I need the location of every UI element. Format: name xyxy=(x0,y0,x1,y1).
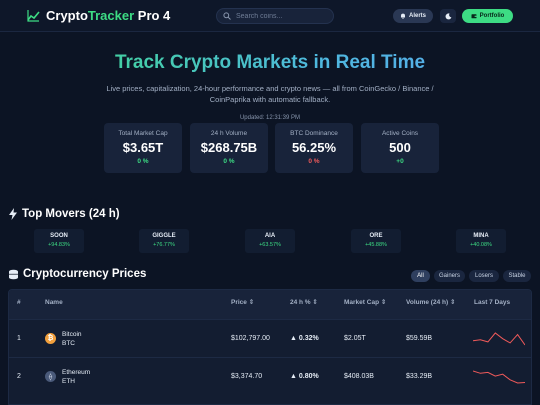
mover-symbol: ORE xyxy=(369,233,383,239)
stat-change: +0 xyxy=(396,158,404,165)
stat-label: Total Market Cap xyxy=(118,130,168,137)
coins-stack-icon xyxy=(9,269,18,279)
stat-value: 56.25% xyxy=(291,140,337,155)
app-logo[interactable]: CryptoTracker Pro 4 xyxy=(27,8,170,23)
column-header-sparkline: Last 7 Days xyxy=(474,299,511,306)
column-header-name[interactable]: Name xyxy=(45,299,63,306)
mover-change: +76.77% xyxy=(153,242,175,248)
mover-card[interactable]: SOON +94.83% xyxy=(34,229,84,253)
search-box[interactable] xyxy=(216,8,334,24)
column-header-change[interactable]: 24 h % ⇕ xyxy=(290,299,318,306)
bitcoin-icon: ₿ xyxy=(45,333,56,344)
coin-price: $3,374.70 xyxy=(231,373,263,380)
last-updated-text: Updated: 12:31:39 PM xyxy=(239,115,301,121)
sparkline-chart xyxy=(473,370,525,384)
mover-symbol: SOON xyxy=(50,233,68,239)
ethereum-icon: ⟠ xyxy=(45,371,56,382)
lightning-icon xyxy=(9,208,17,220)
mover-card[interactable]: MINA +40.08% xyxy=(456,229,506,253)
coin-name: Bitcoin xyxy=(62,331,82,338)
table-header: # Name Price ⇕ 24 h % ⇕ Market Cap ⇕ Vol… xyxy=(9,290,531,320)
prices-table: # Name Price ⇕ 24 h % ⇕ Market Cap ⇕ Vol… xyxy=(8,289,532,405)
coin-price: $102,797.00 xyxy=(231,335,270,342)
filter-losers-button[interactable]: Losers xyxy=(469,270,499,282)
coin-volume: $33.29B xyxy=(406,373,433,380)
column-header-rank: # xyxy=(17,299,21,306)
stat-value: $268.75B xyxy=(200,140,258,155)
wallet-icon xyxy=(471,14,477,19)
filter-stable-button[interactable]: Stable xyxy=(503,270,531,282)
alerts-button[interactable]: Alerts xyxy=(393,9,433,23)
mover-symbol: AIA xyxy=(264,233,276,239)
stat-value: 500 xyxy=(389,140,411,155)
prices-title: Cryptocurrency Prices xyxy=(23,268,147,280)
coin-name-cell: Bitcoin BTC xyxy=(62,330,82,348)
table-row[interactable]: 2 ⟠ Ethereum ETH $3,374.70 ▲ 0.80% $408.… xyxy=(9,357,531,395)
top-movers-title: Top Movers (24 h) xyxy=(22,208,120,220)
portfolio-label: Portfolio xyxy=(479,13,505,19)
hero-subtitle: Live prices, capitalization, 24-hour per… xyxy=(106,84,434,104)
coin-market-cap: $2.05T xyxy=(344,335,366,342)
stat-label: 24 h Volume xyxy=(210,130,248,137)
coin-symbol: ETH xyxy=(62,378,75,385)
stat-label: BTC Dominance xyxy=(290,130,338,137)
filter-gainers-button[interactable]: Gainers xyxy=(434,270,465,282)
alerts-label: Alerts xyxy=(408,13,426,19)
mover-symbol: GIGGLE xyxy=(152,233,176,239)
filter-all-button[interactable]: All xyxy=(411,270,430,282)
coin-name-cell: Ethereum ETH xyxy=(62,368,90,386)
stat-card-volume: 24 h Volume $268.75B 0 % xyxy=(190,123,268,173)
mover-change: +63.57% xyxy=(259,242,281,248)
sparkline-chart xyxy=(473,332,525,346)
hero-title: Track Crypto Markets in Real Time xyxy=(0,52,540,74)
bell-icon xyxy=(400,13,405,19)
mover-symbol: MINA xyxy=(473,233,489,239)
stat-card-market-cap: Total Market Cap $3.65T 0 % xyxy=(104,123,182,173)
theme-toggle-button[interactable] xyxy=(440,9,456,23)
app-title: CryptoTracker Pro 4 xyxy=(46,8,171,23)
chart-line-icon xyxy=(27,10,40,22)
stat-value: $3.65T xyxy=(122,140,164,155)
mover-card[interactable]: AIA +63.57% xyxy=(245,229,295,253)
coin-volume: $59.59B xyxy=(406,335,433,342)
mover-card[interactable]: ORE +45.88% xyxy=(351,229,401,253)
row-rank: 1 xyxy=(17,335,21,342)
search-icon xyxy=(223,12,231,20)
column-header-market-cap[interactable]: Market Cap ⇕ xyxy=(344,299,387,306)
stat-card-active-coins: Active Coins 500 +0 xyxy=(361,123,439,173)
top-navbar: CryptoTracker Pro 4 Alerts Portfolio xyxy=(0,0,540,32)
row-rank: 2 xyxy=(17,373,21,380)
portfolio-button[interactable]: Portfolio xyxy=(462,9,513,23)
stat-change: 0 % xyxy=(223,158,235,165)
stat-card-btc-dominance: BTC Dominance 56.25% 0 % xyxy=(275,123,353,173)
prices-heading: Cryptocurrency Prices xyxy=(8,268,146,280)
coin-symbol: BTC xyxy=(62,340,75,347)
coin-market-cap: $408.03B xyxy=(344,373,374,380)
moon-icon xyxy=(445,12,451,19)
stat-label: Active Coins xyxy=(381,130,419,137)
coin-name: Ethereum xyxy=(62,369,91,376)
search-input[interactable] xyxy=(236,12,331,20)
table-row[interactable]: 1 ₿ Bitcoin BTC $102,797.00 ▲ 0.32% $2.0… xyxy=(9,319,531,357)
mover-change: +94.83% xyxy=(48,242,70,248)
column-header-price[interactable]: Price ⇕ xyxy=(231,299,255,306)
mover-change: +40.08% xyxy=(470,242,492,248)
column-header-volume[interactable]: Volume (24 h) ⇕ xyxy=(406,299,456,306)
sparkline-line xyxy=(473,370,525,384)
top-movers-heading: Top Movers (24 h) xyxy=(8,208,120,220)
stat-change: 0 % xyxy=(308,158,320,165)
coin-change: ▲ 0.80% xyxy=(290,373,319,380)
mover-card[interactable]: GIGGLE +76.77% xyxy=(139,229,189,253)
mover-change: +45.88% xyxy=(365,242,387,248)
stat-change: 0 % xyxy=(137,158,149,165)
sparkline-line xyxy=(473,332,525,346)
coin-change: ▲ 0.32% xyxy=(290,335,319,342)
